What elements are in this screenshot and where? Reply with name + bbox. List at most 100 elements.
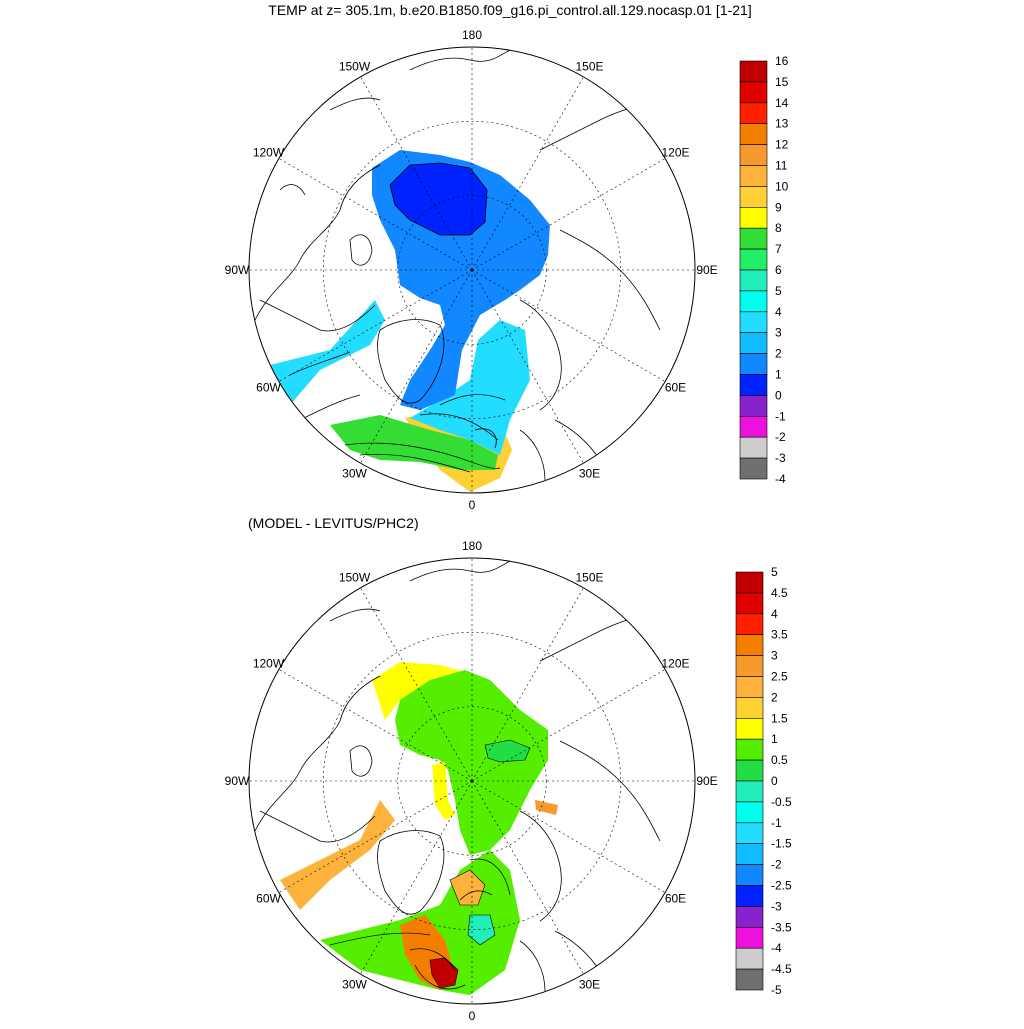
colorbar-swatch [739,332,768,354]
colorbar-swatch [735,843,764,865]
map1-lon-label: 90W [225,263,250,277]
colorbar-swatch [735,571,764,594]
colorbar-label: 5 [771,565,778,579]
map2-lon-label: 90E [696,774,717,788]
colorbar-label: -4 [775,472,786,486]
colorbar-label: 15 [775,75,789,89]
colorbar-label: 9 [775,200,782,214]
norwegian-sea-region [330,415,498,470]
colorbar-swatch [739,81,768,104]
kara-sea-warm-strip [535,800,558,815]
colorbar-swatch [735,906,764,928]
colorbar-label: 1 [771,732,778,746]
colorbar-swatch [739,436,768,459]
colorbar-label: 2 [771,690,778,704]
colorbar-label: 2 [775,347,782,361]
colorbar-label: -1 [775,409,786,423]
colorbar-label: 0 [775,388,782,402]
colorbar-label: 13 [775,117,789,131]
cool-anomaly-barents [467,914,496,946]
colorbar-label: 4.5 [771,586,788,600]
colorbar-label: 16 [775,54,789,68]
map2-lon-label: 180 [462,539,482,553]
longitude-labels-bottom: 180 150E 120E 90E 60E 30E 0 30W 60W 90W 120W 150W [225,539,718,1023]
colorbar-swatch [739,374,768,396]
map2-lon-label: 30E [579,978,600,992]
yellow-strip [432,762,455,820]
colorbar-label: 4 [775,305,782,319]
map2-lon-label: 120W [253,657,285,671]
colorbar-label: 3.5 [771,628,788,642]
map1-lon-label: 30E [579,467,600,481]
colorbar-label: -3 [771,899,782,913]
colorbar-swatch [735,947,764,970]
colorbar-swatch [735,717,764,740]
eastern-warm-patch [449,869,486,906]
colorbar-label: 6 [775,263,782,277]
colorbar-swatch [735,926,764,949]
colorbar-swatch [739,102,768,125]
map2-lon-label: 60E [665,892,686,906]
colorbar-swatch [739,227,768,250]
colorbar-label: -2 [775,430,786,444]
map1-lon-label: 120E [661,146,689,160]
map2-lon-label: 150W [339,571,371,585]
colorbar-swatch [739,165,768,187]
colorbar-label: 0.5 [771,753,788,767]
colorbar-swatch [735,697,764,719]
colorbar-swatch [735,780,764,803]
map1-lon-label: 90E [696,263,717,277]
colorbar-label: 3 [771,649,778,663]
colorbar-label: 8 [775,221,782,235]
map1-lon-label: 120W [253,146,285,160]
main-title: TEMP at z= 305.1m, b.e20.B1850.f09_g16.p… [268,2,751,18]
labrador-anomaly-region [280,800,395,910]
colorbar-label: -2.5 [771,879,792,893]
colorbar-swatch [735,738,764,761]
colorbar-swatch [739,144,768,166]
colorbar-label: 5 [775,284,782,298]
colorbar-label: -4 [771,941,782,955]
colorbar-swatch [739,186,768,208]
atlantic-water-region [410,320,530,455]
colorbar-label: 2.5 [771,670,788,684]
map2-lon-label: 0 [469,1009,476,1023]
colorbar-swatch [735,613,764,635]
map2-lon-label: 150E [575,571,603,585]
colorbar-label: 4 [771,607,778,621]
map1-lon-label: 150W [339,60,371,74]
colorbar-label: 12 [775,138,789,152]
colorbar-label: 0 [771,774,778,788]
arctic-basin-anomaly [395,670,548,855]
colorbar-swatch [735,592,764,615]
map2-lon-label: 30W [342,978,367,992]
colorbar-swatch [735,885,764,907]
colorbar-label: -4.5 [771,962,792,976]
colorbar-swatch [739,311,768,333]
map1-lon-label: 30W [342,467,367,481]
colorbar-swatch [739,290,768,313]
colorbar-swatch [739,457,768,480]
map-model-minus-levitus [248,557,696,1005]
colorbar-swatch [739,269,768,292]
cool-anomaly-patch [484,739,531,763]
cold-core-region [389,162,488,236]
colorbar-label: 14 [775,96,789,110]
map1-lon-label: 60W [256,381,281,395]
map2-lon-label: 90W [225,774,250,788]
colorbar-label: -0.5 [771,795,792,809]
colorbar-swatch [739,353,768,375]
map1-lon-label: 180 [462,28,482,42]
colorbar-swatch [739,415,768,438]
colorbar-swatch [735,759,764,782]
colorbar-swatch [739,395,768,417]
colorbar-label: -3.5 [771,920,792,934]
colorbar-swatch [735,822,764,844]
colorbar-label: 10 [775,179,789,193]
map-model-temperature [248,46,696,494]
map2-lon-label: 120E [661,657,689,671]
difference-subtitle: (MODEL - LEVITUS/PHC2) [248,515,419,531]
colorbar-swatch [735,676,764,698]
map2-lon-label: 60W [256,892,281,906]
